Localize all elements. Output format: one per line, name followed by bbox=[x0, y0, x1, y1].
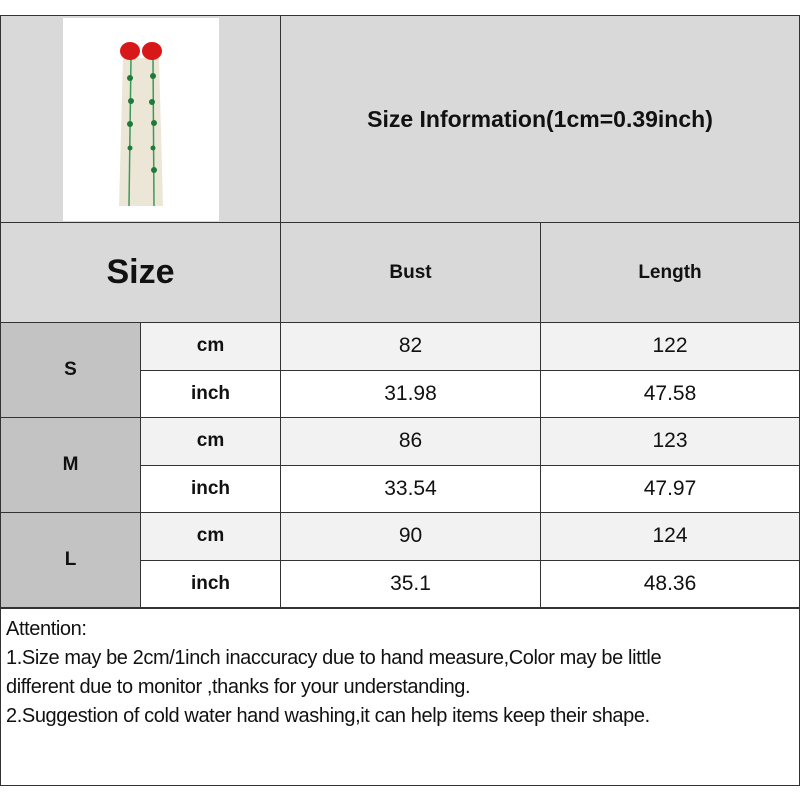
bust-value: 86 bbox=[280, 417, 541, 466]
size-label-S: S bbox=[0, 322, 141, 418]
size-label-L: L bbox=[0, 512, 141, 608]
unit-label: inch bbox=[140, 559, 281, 608]
length-value: 124 bbox=[540, 512, 800, 561]
attention-note: Attention: 1.Size may be 2cm/1inch inacc… bbox=[0, 608, 800, 786]
unit-label: cm bbox=[140, 322, 281, 371]
bust-value: 31.98 bbox=[280, 369, 541, 418]
attention-heading: Attention: bbox=[6, 618, 87, 640]
bust-value: 90 bbox=[280, 512, 541, 561]
length-value: 47.58 bbox=[540, 369, 800, 418]
size-label-M: M bbox=[0, 417, 141, 513]
unit-label: inch bbox=[140, 464, 281, 513]
length-value: 48.36 bbox=[540, 559, 800, 608]
product-image-cell bbox=[0, 15, 281, 223]
length-value: 47.97 bbox=[540, 464, 800, 513]
bust-value: 82 bbox=[280, 322, 541, 371]
bust-value: 35.1 bbox=[280, 559, 541, 608]
attention-line: different due to monitor ,thanks for you… bbox=[6, 676, 471, 698]
length-value: 123 bbox=[540, 417, 800, 466]
dress-image bbox=[118, 41, 163, 206]
length-value: 122 bbox=[540, 322, 800, 371]
unit-label: cm bbox=[140, 512, 281, 561]
column-header-bust: Bust bbox=[280, 222, 541, 323]
attention-line: 1.Size may be 2cm/1inch inaccuracy due t… bbox=[6, 647, 662, 669]
size-header: Size bbox=[0, 222, 281, 323]
unit-label: inch bbox=[140, 369, 281, 418]
bust-value: 33.54 bbox=[280, 464, 541, 513]
attention-line: 2.Suggestion of cold water hand washing,… bbox=[6, 705, 650, 727]
unit-label: cm bbox=[140, 417, 281, 466]
product-image bbox=[62, 17, 219, 221]
column-header-length: Length bbox=[540, 222, 800, 323]
title: Size Information(1cm=0.39inch) bbox=[280, 15, 800, 223]
